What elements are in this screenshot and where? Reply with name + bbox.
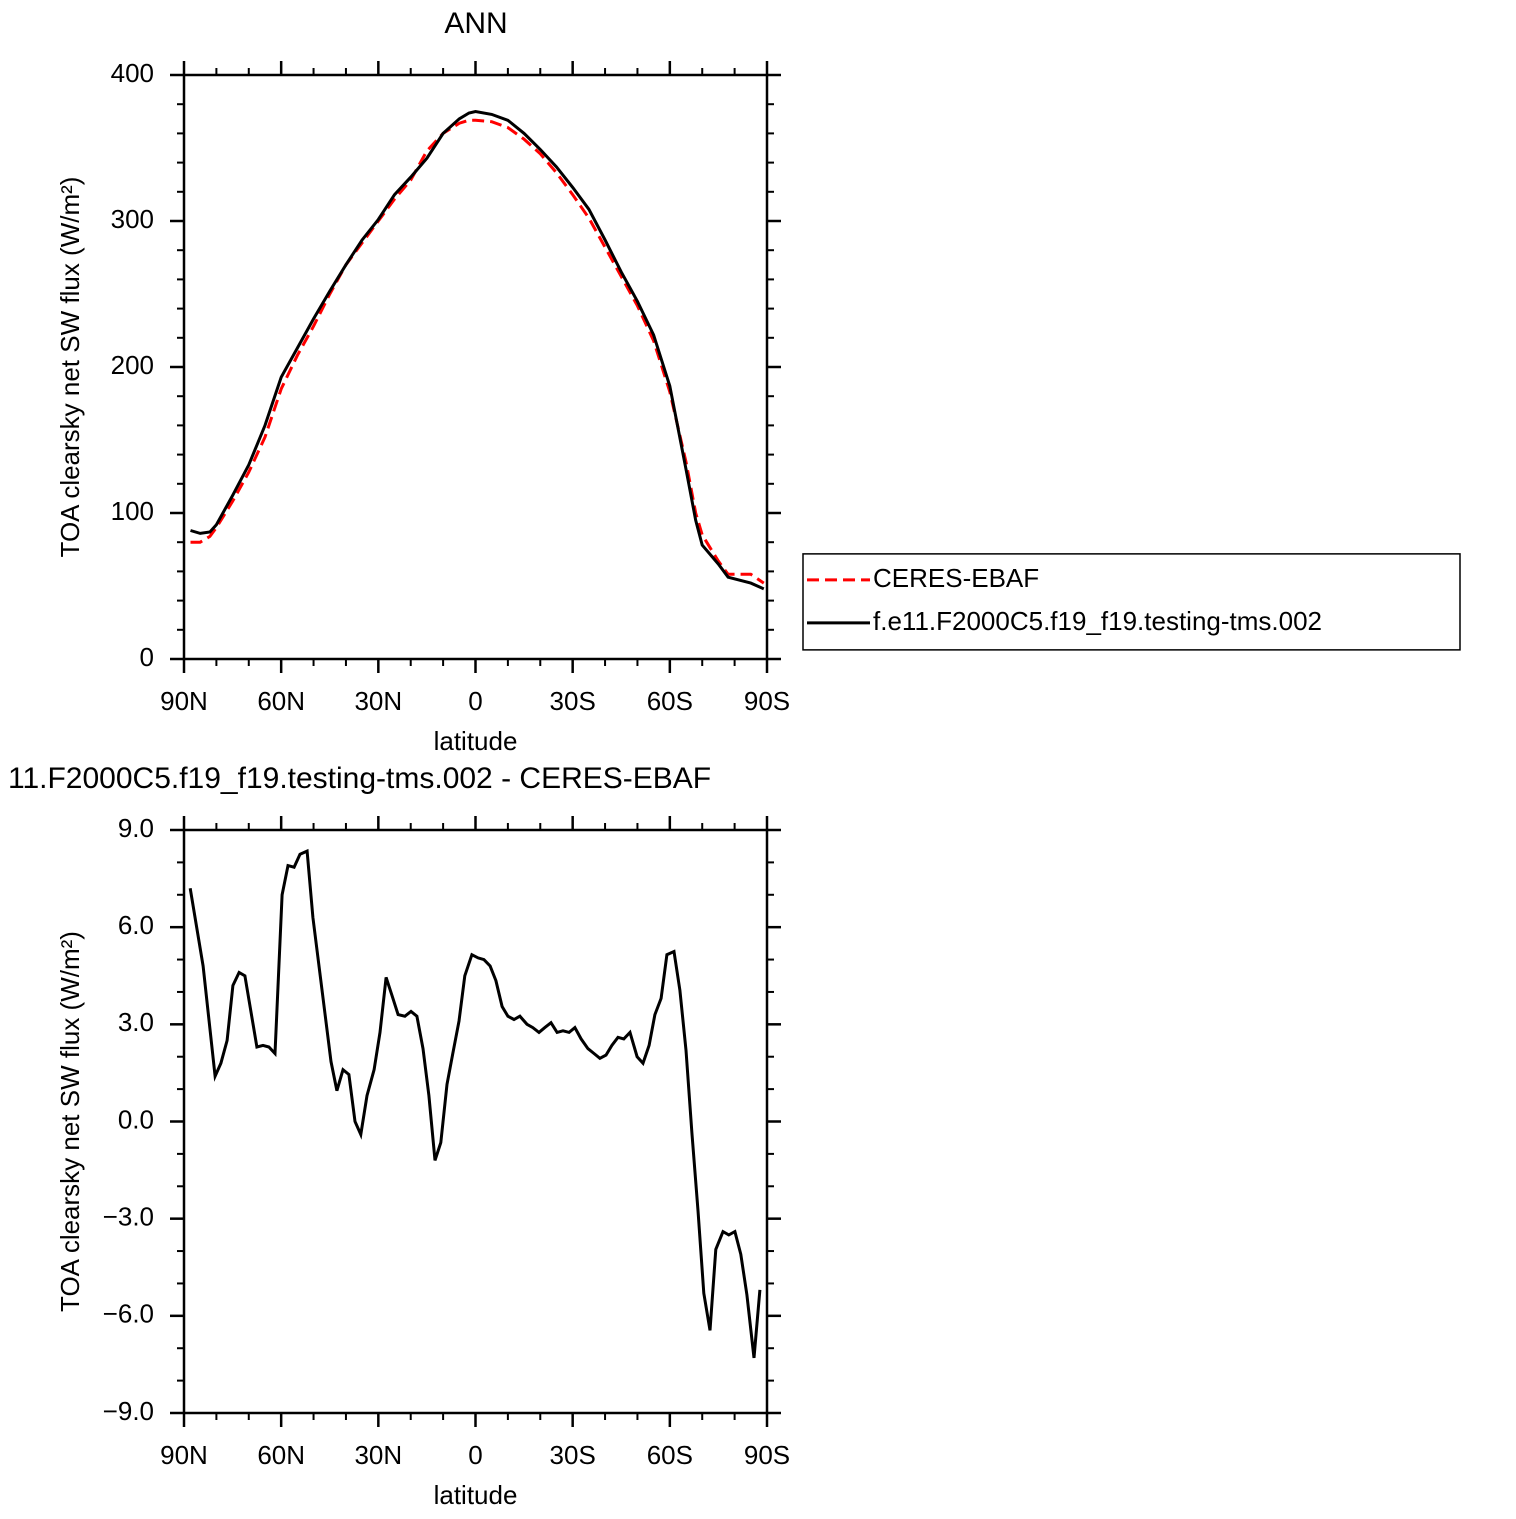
y-tick-label: 100: [111, 496, 154, 526]
x-tick-label: 30S: [550, 686, 596, 716]
data-line: [190, 109, 765, 591]
x-tick-label: 0: [468, 1440, 482, 1470]
x-tick-label: 30N: [354, 686, 402, 716]
x-tick-label: 90N: [160, 1440, 208, 1470]
y-axis-label: TOA clearsky net SW flux (W/m²): [55, 177, 85, 558]
y-tick-label: 6.0: [118, 910, 154, 940]
y-tick-label: 9.0: [118, 813, 154, 843]
chart-title: ANN: [444, 7, 507, 40]
legend-label: f.e11.F2000C5.f19_f19.testing-tms.002: [873, 606, 1322, 636]
y-tick-label: 0.0: [118, 1104, 154, 1134]
y-tick-label: 0: [140, 642, 154, 672]
x-tick-label: 30S: [550, 1440, 596, 1470]
y-tick-label: −3.0: [103, 1202, 154, 1232]
x-tick-label: 60N: [257, 686, 305, 716]
legend-label: CERES-EBAF: [873, 563, 1039, 593]
data-line: [190, 118, 765, 585]
x-tick-label: 60N: [257, 1440, 305, 1470]
x-tick-label: 60S: [647, 1440, 693, 1470]
x-tick-label: 60S: [647, 686, 693, 716]
x-tick-label: 90S: [744, 1440, 790, 1470]
x-axis-label: latitude: [434, 1480, 518, 1510]
x-tick-label: 90S: [744, 686, 790, 716]
x-tick-label: 30N: [354, 1440, 402, 1470]
y-tick-label: 400: [111, 58, 154, 88]
x-tick-label: 0: [468, 686, 482, 716]
chart-title: 11.F2000C5.f19_f19.testing-tms.002 - CER…: [8, 762, 711, 795]
plot-frame: [182, 828, 769, 1415]
data-line: [188, 848, 762, 1359]
plot-frame: [182, 73, 769, 661]
y-tick-label: 3.0: [118, 1007, 154, 1037]
y-tick-label: 200: [111, 350, 154, 380]
legend-box: [802, 553, 1461, 651]
y-tick-label: −9.0: [103, 1396, 154, 1426]
x-tick-label: 90N: [160, 686, 208, 716]
y-tick-label: 300: [111, 204, 154, 234]
x-axis-label: latitude: [434, 726, 518, 756]
y-tick-label: −6.0: [103, 1299, 154, 1329]
y-axis-label: TOA clearsky net SW flux (W/m²): [55, 931, 85, 1312]
